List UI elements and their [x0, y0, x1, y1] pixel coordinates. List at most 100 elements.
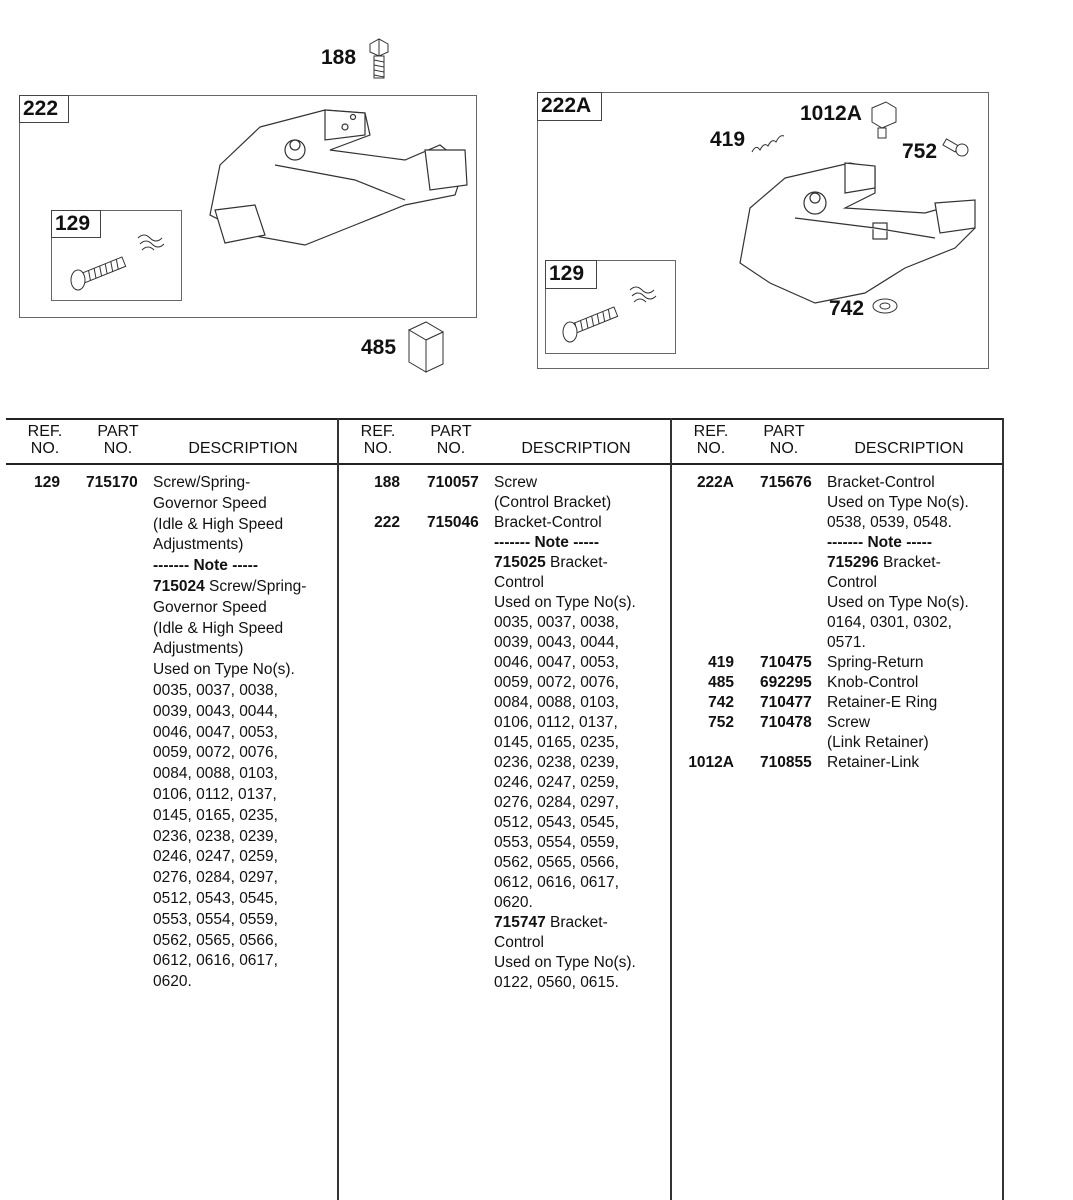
- description-text: (Link Retainer): [827, 734, 929, 751]
- description-line: Used on Type No(s).: [827, 494, 969, 512]
- description-text: 0620.: [153, 973, 192, 991]
- description-line: 0571.: [827, 634, 866, 652]
- screw-spring-icon: [70, 234, 165, 291]
- description-line: ------- Note -----: [153, 557, 258, 575]
- description-text: Used on Type No(s).: [827, 494, 969, 511]
- part-no: 710057: [427, 474, 479, 491]
- description-text: 0059, 0072, 0076,: [494, 674, 619, 691]
- description-line: (Idle & High Speed: [153, 620, 283, 638]
- table-row: 0039, 0043, 0044,: [333, 634, 663, 654]
- description-text: Bracket-: [878, 554, 941, 571]
- description-text: (Idle & High Speed: [153, 515, 284, 533]
- table-row: 0246, 0247, 0259,: [333, 774, 663, 794]
- header-ref-no: REF. NO.: [355, 423, 401, 457]
- return-spring-icon: [751, 135, 785, 153]
- description-line: 0236, 0238, 0239,: [153, 828, 278, 846]
- description-line: 0084, 0088, 0103,: [494, 694, 619, 712]
- description-text: 0035, 0037, 0038,: [494, 614, 619, 631]
- description-text: 0145, 0165, 0235,: [153, 806, 278, 824]
- header-part-line: PART: [763, 423, 805, 440]
- table-row: 0276, 0284, 0297,: [0, 869, 330, 890]
- ref-no: 752: [708, 714, 734, 731]
- description-text: 0276, 0284, 0297,: [494, 794, 619, 811]
- table-row: 485 692295 Knob-Control: [666, 674, 996, 694]
- parts-column: 129 715170 Screw/Spring- Governor Speed (Idl…: [0, 474, 330, 994]
- description-line: 0538, 0539, 0548.: [827, 514, 952, 532]
- table-row: 0553, 0554, 0559,: [0, 911, 330, 932]
- inset-129-right: [545, 260, 676, 354]
- inset-129-right-label: 129: [545, 260, 597, 289]
- description-line: (Control Bracket): [494, 494, 611, 512]
- description-text: 0039, 0043, 0044,: [153, 702, 278, 720]
- description-line: 0039, 0043, 0044,: [494, 634, 619, 652]
- table-row: 0106, 0112, 0137,: [0, 786, 330, 807]
- description-text: 0059, 0072, 0076,: [153, 744, 278, 762]
- table-row: 0059, 0072, 0076,: [333, 674, 663, 694]
- table-row: 419 710475 Spring-Return: [666, 654, 996, 674]
- table-row: Adjustments): [0, 640, 330, 661]
- description-text: 0512, 0543, 0545,: [153, 889, 278, 907]
- description-line: 0553, 0554, 0559,: [153, 911, 278, 929]
- table-row: 0122, 0560, 0615.: [333, 974, 663, 994]
- table-row: 752 710478 Screw: [666, 714, 996, 734]
- description-line: 0046, 0047, 0053,: [494, 654, 619, 672]
- table-row: 715024 Screw/Spring-: [0, 578, 330, 599]
- header-description: DESCRIPTION: [188, 440, 298, 457]
- table-row: 0084, 0088, 0103,: [333, 694, 663, 714]
- part-no: 715170: [86, 474, 138, 491]
- table-row: ------- Note -----: [0, 557, 330, 578]
- screw-188-icon: [369, 38, 389, 79]
- ref-no: 485: [708, 674, 734, 691]
- description-line: 0046, 0047, 0053,: [153, 724, 278, 742]
- table-row: 0512, 0543, 0545,: [0, 890, 330, 911]
- table-row: Control: [333, 934, 663, 954]
- table-row: (Idle & High Speed: [0, 516, 330, 537]
- screw-spring-icon: [562, 286, 657, 343]
- panel-222a-label: 222A: [537, 92, 602, 121]
- description-text: Screw: [494, 474, 538, 491]
- callout-419: 419: [710, 128, 746, 151]
- description-line: 0106, 0112, 0137,: [153, 786, 277, 804]
- description-text: 0236, 0238, 0239,: [494, 754, 619, 771]
- description-line: Control: [494, 574, 544, 592]
- description-text: 0571.: [827, 634, 866, 651]
- description-line: ------- Note -----: [827, 534, 932, 552]
- description-text: Used on Type No(s).: [827, 594, 969, 611]
- table-row: (Link Retainer): [666, 734, 996, 754]
- header-no-line: NO.: [769, 440, 799, 457]
- description-text: Control: [827, 574, 877, 591]
- column-divider: [1002, 418, 1004, 1200]
- description-text: Bracket-Control: [827, 474, 935, 491]
- description-line: 0122, 0560, 0615.: [494, 974, 619, 992]
- header-description: DESCRIPTION: [521, 440, 631, 457]
- table-row: Used on Type No(s).: [666, 594, 996, 614]
- table-row: 0236, 0238, 0239,: [333, 754, 663, 774]
- header-ref-no: REF. NO.: [22, 423, 68, 457]
- table-row: ------- Note -----: [333, 534, 663, 554]
- description-text: Used on Type No(s).: [494, 594, 636, 611]
- table-row: 0553, 0554, 0559,: [333, 834, 663, 854]
- description-text: Used on Type No(s).: [153, 661, 295, 679]
- description-line: 0512, 0543, 0545,: [494, 814, 619, 832]
- description-text: 0084, 0088, 0103,: [153, 765, 278, 783]
- description-line: 0612, 0616, 0617,: [494, 874, 619, 892]
- inset-129-left-label: 129: [51, 210, 101, 238]
- description-line: 0276, 0284, 0297,: [494, 794, 619, 812]
- description-line: 0035, 0037, 0038,: [153, 682, 278, 700]
- description-line: 715296 Bracket-: [827, 554, 941, 572]
- description-line: Governor Speed: [153, 495, 267, 513]
- description-line: 0035, 0037, 0038,: [494, 614, 619, 632]
- description-line: Adjustments): [153, 640, 243, 658]
- panel-222-label: 222: [19, 95, 69, 123]
- description-line: 0145, 0165, 0235,: [494, 734, 619, 752]
- description-line: 0276, 0284, 0297,: [153, 869, 278, 887]
- knob-485-icon: [407, 321, 445, 373]
- table-row: 0164, 0301, 0302,: [666, 614, 996, 634]
- table-row: Control: [333, 574, 663, 594]
- table-row: 0035, 0037, 0038,: [0, 682, 330, 703]
- description-line: 0246, 0247, 0259,: [153, 848, 278, 866]
- table-row: Used on Type No(s).: [0, 661, 330, 682]
- description-line: Control: [827, 574, 877, 592]
- table-row: Adjustments): [0, 536, 330, 557]
- description-text: 0084, 0088, 0103,: [494, 694, 619, 711]
